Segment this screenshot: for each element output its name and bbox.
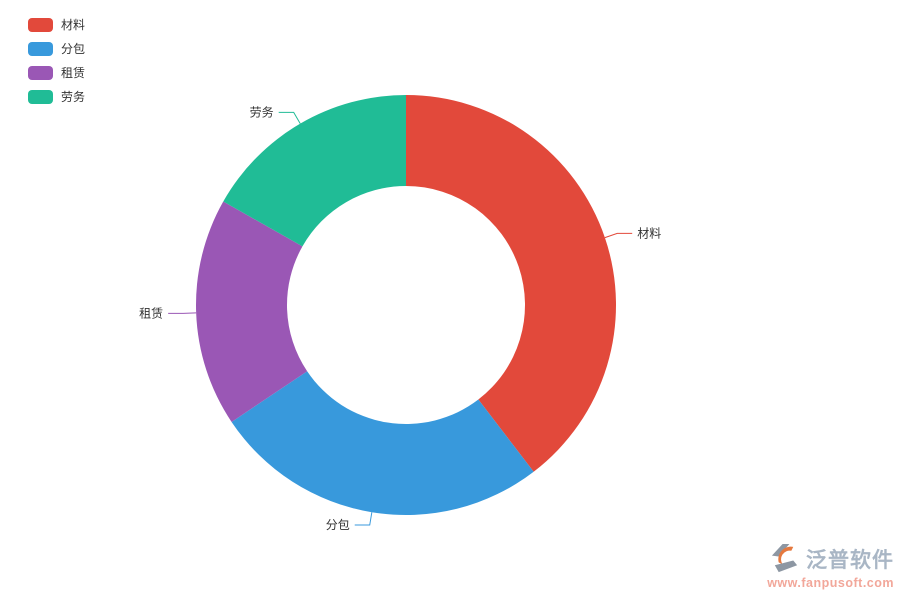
watermark-brand-text: 泛普软件: [806, 548, 894, 572]
logo-gray-top-shape: [771, 543, 790, 557]
legend-swatch: [28, 90, 53, 104]
legend-label: 分包: [61, 42, 86, 56]
slice-label-0: 材料: [637, 226, 661, 240]
fanpu-logo-icon: [769, 542, 802, 575]
legend-swatch: [28, 42, 53, 56]
pie-slice-1[interactable]: [231, 371, 534, 515]
slice-label-2: 租赁: [139, 306, 163, 320]
legend-item-0[interactable]: 材料: [28, 18, 85, 32]
legend-item-1[interactable]: 分包: [28, 42, 85, 56]
legend-item-3[interactable]: 劳务: [28, 90, 85, 104]
legend-item-2[interactable]: 租赁: [28, 66, 85, 80]
logo-gray-bottom-shape: [774, 560, 798, 573]
slice-label-line-1: [354, 512, 373, 526]
slice-label-line-3: [278, 111, 301, 124]
logo-orange-crescent-shape: [778, 546, 794, 565]
pie-slice-0[interactable]: [406, 95, 617, 472]
legend-swatch: [28, 66, 53, 80]
legend-label: 劳务: [61, 90, 86, 104]
legend-swatch: [28, 18, 53, 32]
legend-label: 材料: [61, 18, 86, 32]
legend: 材料 分包 租赁 劳务: [28, 18, 85, 104]
watermark-url-text: www.fanpusoft.com: [767, 576, 894, 590]
slice-label-line-0: [604, 232, 633, 239]
watermark: 泛普软件 www.fanpusoft.com: [754, 542, 894, 590]
slice-label-3: 劳务: [250, 104, 274, 119]
pie-slice-2[interactable]: [195, 201, 308, 422]
pie-slice-3[interactable]: [223, 94, 406, 247]
legend-label: 租赁: [61, 66, 86, 80]
slice-label-1: 分包: [326, 518, 350, 532]
